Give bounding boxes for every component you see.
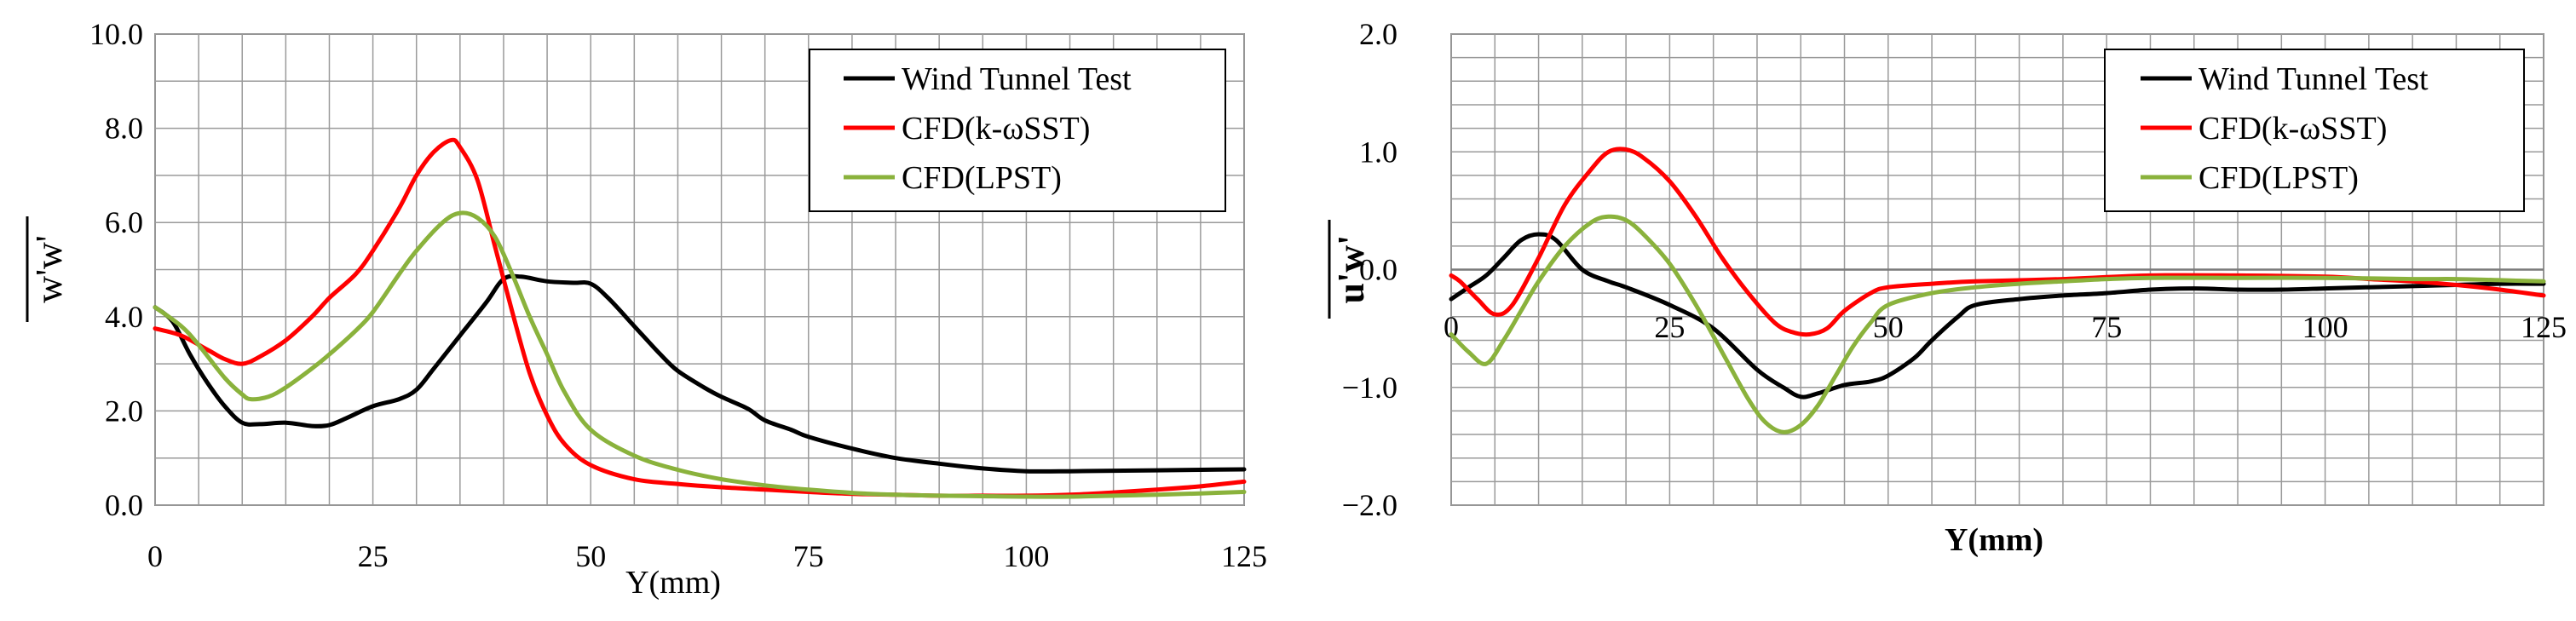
x-axis-label-right: Y(mm) — [1945, 522, 2043, 558]
y-tick-label: 6.0 — [105, 205, 143, 239]
legend-entry-left-1: CFD(k-ωSST) — [902, 111, 1090, 147]
legend-entry-right-1: CFD(k-ωSST) — [2199, 111, 2387, 147]
axes-left: 0 25 50 75 100 125 0.0 2.0 4.0 6.0 8.0 10.0 — [89, 17, 1267, 573]
y-axis-label-left: w'w' — [26, 216, 70, 322]
legend-entry-right-2: CFD(LPST) — [2199, 160, 2359, 196]
x-tick-label: 125 — [2521, 310, 2567, 344]
y-tick-label: 2.0 — [105, 394, 143, 428]
series-line-right-0 — [1449, 232, 2546, 400]
chart-right: 0 25 50 75 100 125−2.0−1.00.01.02.0 Wind Tunn… — [1328, 17, 2567, 558]
y-tick-label: −1.0 — [1342, 371, 1397, 405]
x-axis-label-left: Y(mm) — [625, 565, 721, 601]
legend-entry-left-0: Wind Tunnel Test — [902, 61, 1132, 97]
legend-entry-right-0: Wind Tunnel Test — [2199, 61, 2429, 97]
y-tick-label: 1.0 — [1359, 135, 1397, 169]
series-line-left-2 — [153, 210, 1247, 499]
y-tick-label: 10.0 — [89, 17, 143, 51]
chart-left: 0 25 50 75 100 125 0.0 2.0 4.0 6.0 8.0 10.0 Wind Tu… — [26, 17, 1267, 601]
series-line-left-0 — [153, 273, 1247, 474]
x-tick-label: 125 — [1221, 539, 1267, 573]
y-axis-label-right-text: u'w' — [1330, 235, 1372, 304]
legend-right: Wind Tunnel Test CFD(k-ωSST) CFD(LPST) — [2104, 49, 2525, 212]
y-axis-label-right: u'w' — [1328, 220, 1372, 319]
x-tick-label: 0 — [147, 539, 163, 573]
x-tick-label: 100 — [2302, 310, 2348, 344]
y-tick-label: 2.0 — [1359, 17, 1397, 51]
x-tick-label: 75 — [2091, 310, 2122, 344]
series-right — [1449, 147, 2546, 434]
series-left — [153, 137, 1247, 499]
y-tick-label: 0.0 — [1359, 253, 1397, 287]
x-tick-label: 50 — [575, 539, 606, 573]
x-tick-label: 25 — [1654, 310, 1685, 344]
x-tick-label: 75 — [793, 539, 824, 573]
axes-right: 0 25 50 75 100 125−2.0−1.00.01.02.0 — [1342, 17, 2567, 522]
y-tick-label: 8.0 — [105, 112, 143, 146]
grid-left — [154, 33, 1245, 506]
y-tick-label: 0.0 — [105, 488, 143, 522]
legend-left: Wind Tunnel Test CFD(k-ωSST) CFD(LPST) — [809, 49, 1226, 212]
series-line-right-2 — [1449, 214, 2546, 434]
y-tick-label: −2.0 — [1342, 488, 1397, 522]
y-axis-label-left-text: w'w' — [28, 235, 70, 302]
legend-entry-left-2: CFD(LPST) — [902, 160, 1062, 196]
x-tick-label: 25 — [358, 539, 389, 573]
x-tick-label: 100 — [1003, 539, 1049, 573]
y-tick-label: 4.0 — [105, 300, 143, 334]
